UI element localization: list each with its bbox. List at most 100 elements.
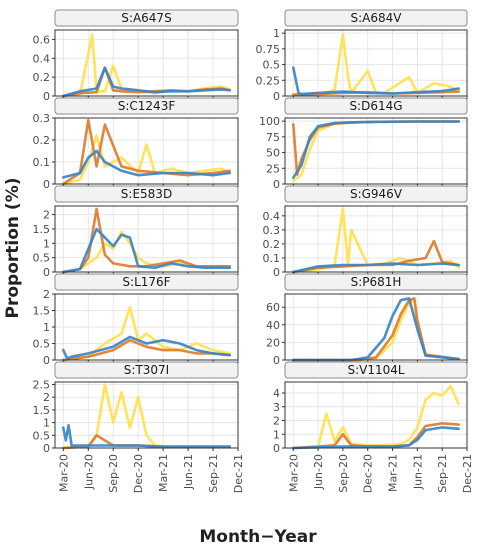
x-tick-label: Sep-20 bbox=[107, 454, 120, 493]
panel-strip bbox=[284, 361, 468, 379]
y-tick-label: 0 bbox=[273, 266, 280, 279]
panel-frame bbox=[284, 205, 468, 273]
x-tick-label: Jun-21 bbox=[182, 454, 195, 490]
panel-strip bbox=[54, 9, 239, 27]
panel-strip bbox=[284, 97, 468, 115]
y-tick-label: 0.75 bbox=[256, 43, 281, 56]
x-tick-label: Sep-20 bbox=[337, 454, 350, 493]
y-tick-label: 0.3 bbox=[263, 224, 281, 237]
y-tick-label: 0.2 bbox=[263, 238, 281, 251]
y-tick-label: 1.5 bbox=[33, 404, 51, 417]
series-line-3 bbox=[61, 149, 231, 179]
panel-title: S:G946V bbox=[350, 187, 403, 201]
y-tick-label: 0.2 bbox=[33, 71, 51, 84]
series-line-3 bbox=[61, 335, 231, 360]
panel-strip bbox=[284, 9, 468, 27]
y-tick-label: 0.5 bbox=[33, 429, 51, 442]
y-tick-label: 25 bbox=[266, 162, 280, 175]
panel-strip bbox=[284, 273, 468, 291]
series-line-3 bbox=[291, 426, 461, 450]
panel-6: S:G946V 00.10.20.30.4 bbox=[263, 185, 468, 279]
panel-title: S:C1243F bbox=[118, 99, 176, 113]
y-tick-label: 0 bbox=[43, 266, 50, 279]
y-tick-label: 1.5 bbox=[33, 305, 51, 318]
panel-2: S:A684V 0 0.25 0.5 0.75 1 bbox=[256, 9, 468, 103]
panel-4: S:D614G 0 25 50 75 100 bbox=[259, 97, 468, 191]
y-tick-label: 1 bbox=[43, 321, 50, 334]
y-tick-label: 0 bbox=[43, 442, 50, 455]
panel-strip bbox=[54, 361, 239, 379]
panel-1: S:A647S 0 0.2 0.4 0.6 bbox=[33, 9, 239, 103]
series-line-3 bbox=[291, 120, 461, 179]
y-tick-label: 0.1 bbox=[263, 252, 281, 265]
panel-strip bbox=[284, 185, 468, 203]
y-tick-label: 0 bbox=[273, 442, 280, 455]
series-line-1 bbox=[291, 384, 461, 450]
y-tick-label: 2.5 bbox=[33, 379, 51, 392]
y-tick-label: 0.1 bbox=[33, 156, 51, 169]
y-tick-label: 4 bbox=[273, 387, 280, 400]
x-tick-label: Dec-21 bbox=[461, 454, 474, 493]
y-tick-label: 60 bbox=[266, 301, 280, 314]
panel-frame bbox=[54, 29, 239, 97]
series-line-3 bbox=[291, 66, 461, 96]
x-tick-label: Sep-21 bbox=[207, 454, 220, 493]
y-tick-label: 75 bbox=[266, 131, 280, 144]
y-tick-label: 2 bbox=[43, 391, 50, 404]
x-tick-label: Jun-21 bbox=[411, 454, 424, 490]
x-tick-label: Jun-20 bbox=[82, 454, 95, 490]
x-tick-label: Mar-20 bbox=[57, 454, 70, 492]
y-tick-label: 100 bbox=[259, 115, 280, 128]
y-tick-label: 1 bbox=[43, 417, 50, 430]
y-tick-label: 1 bbox=[273, 27, 280, 40]
y-tick-label: 40 bbox=[266, 319, 280, 332]
series-line-3 bbox=[291, 297, 461, 362]
panel-title: S:P681H bbox=[351, 275, 402, 289]
y-tick-label: 0 bbox=[43, 178, 50, 191]
y-tick-label: 2 bbox=[43, 288, 50, 301]
y-tick-label: 0.4 bbox=[263, 210, 281, 223]
y-tick-label: 0.4 bbox=[33, 52, 51, 65]
y-tick-label: 0.3 bbox=[33, 112, 51, 125]
panel-title: S:E583D bbox=[121, 187, 172, 201]
x-tick-label: Mar-21 bbox=[157, 454, 170, 492]
panel-title: S:A684V bbox=[351, 11, 403, 25]
y-tick-label: 20 bbox=[266, 336, 280, 349]
panel-title: S:T307I bbox=[124, 363, 169, 377]
y-tick-label: 1 bbox=[273, 428, 280, 441]
series-line-1 bbox=[61, 305, 231, 362]
panel-title: S:A647S bbox=[121, 11, 171, 25]
y-tick-label: 0 bbox=[273, 354, 280, 367]
x-tick-label: Jun-20 bbox=[312, 454, 325, 490]
panel-strip bbox=[54, 273, 239, 291]
x-axis-title: Month−Year bbox=[199, 527, 317, 547]
series-line-3 bbox=[61, 227, 231, 274]
x-tick-label: Dec-20 bbox=[362, 454, 375, 493]
panel-frame bbox=[284, 117, 468, 185]
y-tick-label: 0.5 bbox=[33, 252, 51, 265]
y-tick-label: 0.6 bbox=[33, 33, 51, 46]
panel-title: S:V1104L bbox=[347, 363, 404, 377]
y-tick-label: 0 bbox=[43, 90, 50, 103]
x-tick-label: Mar-21 bbox=[387, 454, 400, 492]
series-line-3 bbox=[291, 262, 461, 274]
series-line-3 bbox=[61, 66, 231, 98]
x-tick-label: Dec-21 bbox=[232, 454, 245, 493]
panel-frame bbox=[54, 205, 239, 273]
panel-5: S:E583D 00.5 11.52 bbox=[33, 185, 239, 279]
panel-title: S:L176F bbox=[122, 275, 170, 289]
panel-3: S:C1243F 0 0.1 0.2 0.3 bbox=[33, 97, 239, 191]
panel-frame bbox=[284, 381, 468, 449]
panel-frame bbox=[54, 381, 239, 449]
y-tick-label: 50 bbox=[266, 147, 280, 160]
y-axis-title: Proportion (%) bbox=[3, 178, 23, 319]
panel-frame bbox=[54, 117, 239, 185]
y-tick-label: 0 bbox=[43, 354, 50, 367]
panel-strip bbox=[54, 97, 239, 115]
series-line-2 bbox=[61, 338, 231, 362]
x-tick-label: Sep-21 bbox=[436, 454, 449, 493]
y-tick-label: 0.5 bbox=[263, 59, 281, 72]
y-tick-label: 0.25 bbox=[256, 74, 281, 87]
panels-group: S:A647S 0 0.2 0.4 0.6 S:A684V 0 0.25 0.5 0.75 1 S:C… bbox=[33, 9, 474, 493]
y-tick-label: 2 bbox=[273, 415, 280, 428]
